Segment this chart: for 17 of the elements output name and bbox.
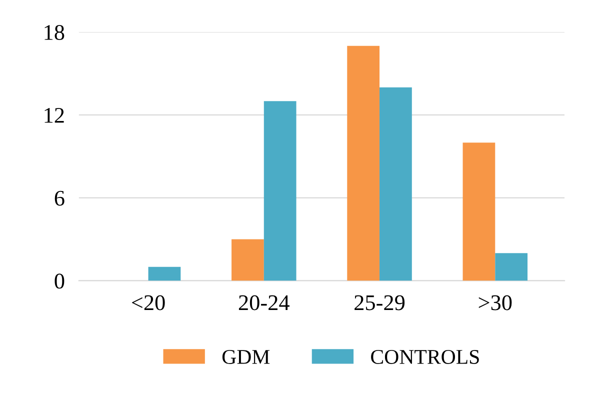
y-tick-label: 12 (44, 108, 64, 123)
x-tick-label: 25-29 (354, 295, 405, 310)
bar (462, 142, 496, 281)
bar (148, 266, 181, 281)
bar (495, 253, 528, 281)
bar (264, 101, 296, 281)
y-tick-label: 0 (54, 274, 64, 289)
y-tick-label: 18 (44, 25, 64, 40)
bar (347, 46, 380, 281)
x-tick-label: >30 (478, 295, 512, 310)
x-tick-label: <20 (132, 295, 165, 310)
bar (380, 87, 412, 281)
legend-label: CONTROLS (371, 350, 479, 364)
bar (232, 239, 264, 281)
legend-label: GDM (222, 350, 270, 364)
x-tick-label: 20-24 (238, 295, 290, 310)
y-tick-label: 6 (54, 190, 64, 206)
